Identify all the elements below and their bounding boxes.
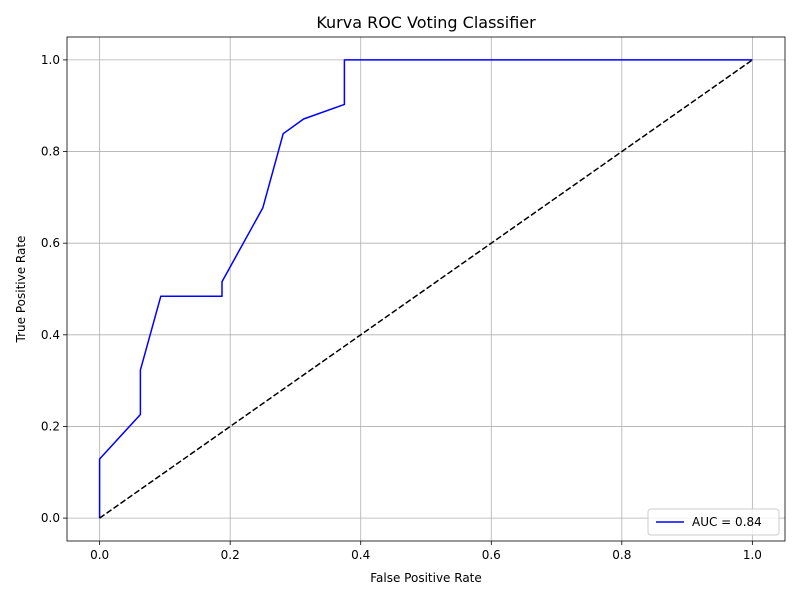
y-tick-label: 0.6 <box>41 236 60 250</box>
x-tick-label: 1.0 <box>743 548 762 562</box>
x-tick-label: 0.6 <box>482 548 501 562</box>
series-layer <box>98 59 753 519</box>
plot-frame <box>66 36 786 542</box>
x-tick-label: 0.0 <box>90 548 109 562</box>
axis-ticks: 0.0 0.2 0.4 0.6 0.8 1.0 0.0 0.2 0.4 0.6 0.8 1.0 <box>41 53 762 562</box>
legend-box <box>647 508 780 536</box>
chart-title: Kurva ROC Voting Classifier <box>316 13 536 32</box>
legend-label: AUC = 0.84 <box>692 515 762 529</box>
y-tick-label: 0.2 <box>41 419 60 433</box>
y-tick-label: 0.8 <box>41 145 60 159</box>
x-tick-label: 0.4 <box>351 548 370 562</box>
x-tick-label: 0.2 <box>221 548 240 562</box>
roc-curve-line <box>98 59 753 519</box>
y-tick-label: 0.0 <box>41 511 60 525</box>
diagonal-reference-line <box>99 59 753 519</box>
y-tick-label: 0.4 <box>41 328 60 342</box>
x-tick-label: 0.8 <box>612 548 631 562</box>
y-tick-label: 1.0 <box>41 53 60 67</box>
y-axis-label: True Positive Rate <box>14 236 28 344</box>
x-axis-label: False Positive Rate <box>370 571 482 585</box>
legend: AUC = 0.84 <box>647 508 780 536</box>
